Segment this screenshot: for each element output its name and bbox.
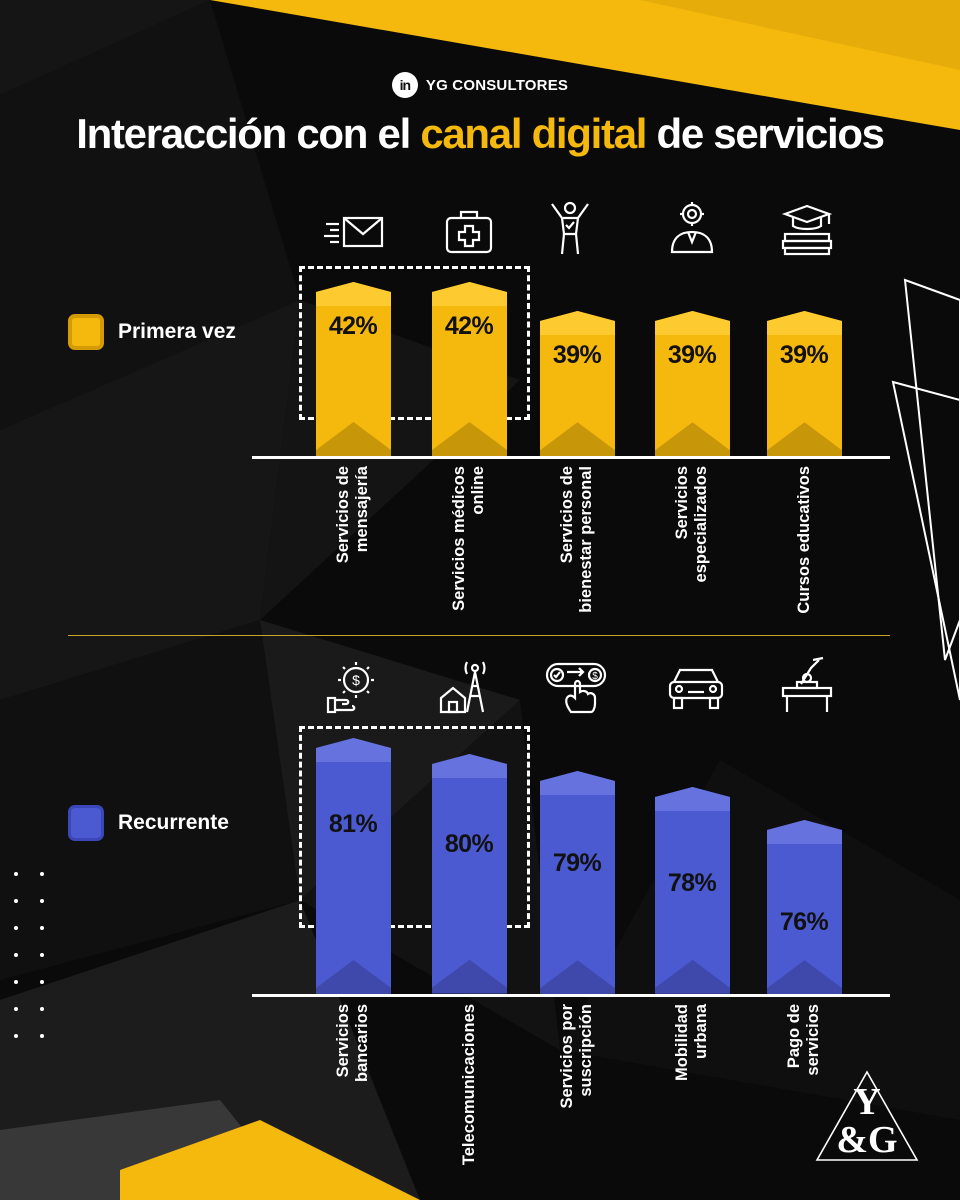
decorative-dot xyxy=(40,926,44,930)
category-label-line: Pago de xyxy=(785,1004,803,1069)
decorative-dot xyxy=(40,980,44,984)
section-divider xyxy=(68,635,890,636)
legend-primera-vez: Primera vez xyxy=(68,314,236,350)
category-label-line: urbana xyxy=(692,1004,710,1060)
category-label-line: Servicios xyxy=(673,466,691,540)
category-label-line: Servicios de xyxy=(334,466,352,564)
email-icon xyxy=(324,216,384,248)
title-part-2: de servicios xyxy=(646,110,886,157)
category-label-line: Servicios por xyxy=(558,1004,576,1109)
bar-2-4 xyxy=(654,787,730,994)
svg-text:$: $ xyxy=(352,672,360,688)
bar-1-2 xyxy=(431,282,507,456)
graduation-books-icon xyxy=(781,204,833,256)
category-label-line: suscripción xyxy=(577,1004,595,1097)
category-label-line: Servicios médicos xyxy=(450,466,468,611)
monogram-line-2: &G xyxy=(836,1119,897,1161)
legend-swatch-blue xyxy=(68,805,104,841)
bar-value-label: 81% xyxy=(328,810,378,838)
chart-1-baseline xyxy=(252,456,890,459)
medical-kit-icon xyxy=(445,210,493,254)
bar-value-label: 42% xyxy=(444,312,494,340)
category-label: Telecomunicaciones xyxy=(429,1004,509,1165)
decorative-dot xyxy=(14,1034,18,1038)
decorative-dot xyxy=(14,980,18,984)
wellbeing-person-icon xyxy=(551,201,589,255)
yg-monogram-icon: Y &G xyxy=(815,1070,919,1161)
specialist-icon xyxy=(670,202,714,254)
telecom-tower-icon xyxy=(439,661,486,714)
bar-value-label: 76% xyxy=(779,908,829,937)
category-label-line: servicios xyxy=(804,1004,822,1076)
chart-2-baseline xyxy=(252,994,890,997)
bar-value-label: 42% xyxy=(328,312,378,340)
svg-text:$: $ xyxy=(592,671,598,682)
linkedin-logo-icon: in xyxy=(391,72,418,98)
decorative-dot xyxy=(14,872,18,876)
legend-label-primera-vez: Primera vez xyxy=(118,320,236,343)
decorative-dot xyxy=(40,1007,44,1011)
decorative-dot xyxy=(14,899,18,903)
category-label: Servicios especializados xyxy=(652,466,732,616)
category-label: Cursos educativos xyxy=(764,466,844,616)
decorative-dot xyxy=(14,926,18,930)
decorative-dot xyxy=(14,1007,18,1011)
decorative-dot xyxy=(40,872,44,876)
category-label-line: bienestar personal xyxy=(577,466,595,613)
banking-icon: $ xyxy=(326,662,374,714)
title-highlight: canal digital xyxy=(420,110,647,157)
bar-value-label: 80% xyxy=(444,829,494,858)
category-label: Servicios médicos online xyxy=(429,466,509,616)
category-label-line: especializados xyxy=(692,466,710,583)
bar-value-label: 78% xyxy=(667,868,717,897)
monogram-line-1: Y xyxy=(853,1081,880,1123)
subscription-icon: $ xyxy=(545,662,607,714)
decorative-dot xyxy=(40,1034,44,1038)
highlight-box-2 xyxy=(299,726,530,928)
category-label-line: Servicios xyxy=(334,1004,352,1078)
category-label-line: bancarios xyxy=(353,1004,371,1082)
category-label-line: Cursos educativos xyxy=(794,466,813,614)
bar-1-1 xyxy=(315,282,391,456)
bar-1-5 xyxy=(766,310,842,456)
legend-label-recurrente: Recurrente xyxy=(118,811,229,834)
legend-swatch-yellow xyxy=(68,314,104,350)
category-label: Servicios de mensajería xyxy=(313,466,393,616)
category-label-line: Telecomunicaciones xyxy=(459,1004,478,1166)
page-title: Interacción con el canal digital de serv… xyxy=(0,110,960,158)
category-label-line: online xyxy=(469,466,487,515)
bar-value-label: 39% xyxy=(779,340,829,369)
decorative-dot xyxy=(14,953,18,957)
category-label: Servicios por suscripción xyxy=(537,1004,617,1154)
bar-2-3 xyxy=(539,770,615,994)
category-label: Servicios de bienestar personal xyxy=(537,466,617,616)
decorative-dot xyxy=(40,953,44,957)
highlight-box-1 xyxy=(299,266,530,420)
car-icon xyxy=(668,668,724,710)
decorative-dot xyxy=(40,899,44,903)
legend-recurrente: Recurrente xyxy=(68,805,229,841)
brand-header: in YG CONSULTORES xyxy=(0,72,960,98)
bar-2-5 xyxy=(766,819,842,994)
category-label: Mobilidad urbana xyxy=(652,1004,732,1154)
category-label-line: mensajería xyxy=(353,466,371,553)
bar-2-2 xyxy=(431,754,507,994)
category-label-line: Mobilidad xyxy=(673,1004,691,1081)
bar-1-3 xyxy=(539,310,615,456)
category-label-line: Servicios de xyxy=(558,466,576,564)
bar-value-label: 39% xyxy=(667,340,717,369)
bill-payment-icon xyxy=(781,656,833,712)
title-part-1: Interacción con el xyxy=(76,110,421,157)
bar-1-4 xyxy=(654,310,730,456)
bar-value-label: 79% xyxy=(552,849,602,878)
bar-value-label: 39% xyxy=(552,340,602,369)
brand-name: YG CONSULTORES xyxy=(425,76,569,94)
category-label: Servicios bancarios xyxy=(313,1004,393,1154)
bar-2-1 xyxy=(315,738,391,994)
